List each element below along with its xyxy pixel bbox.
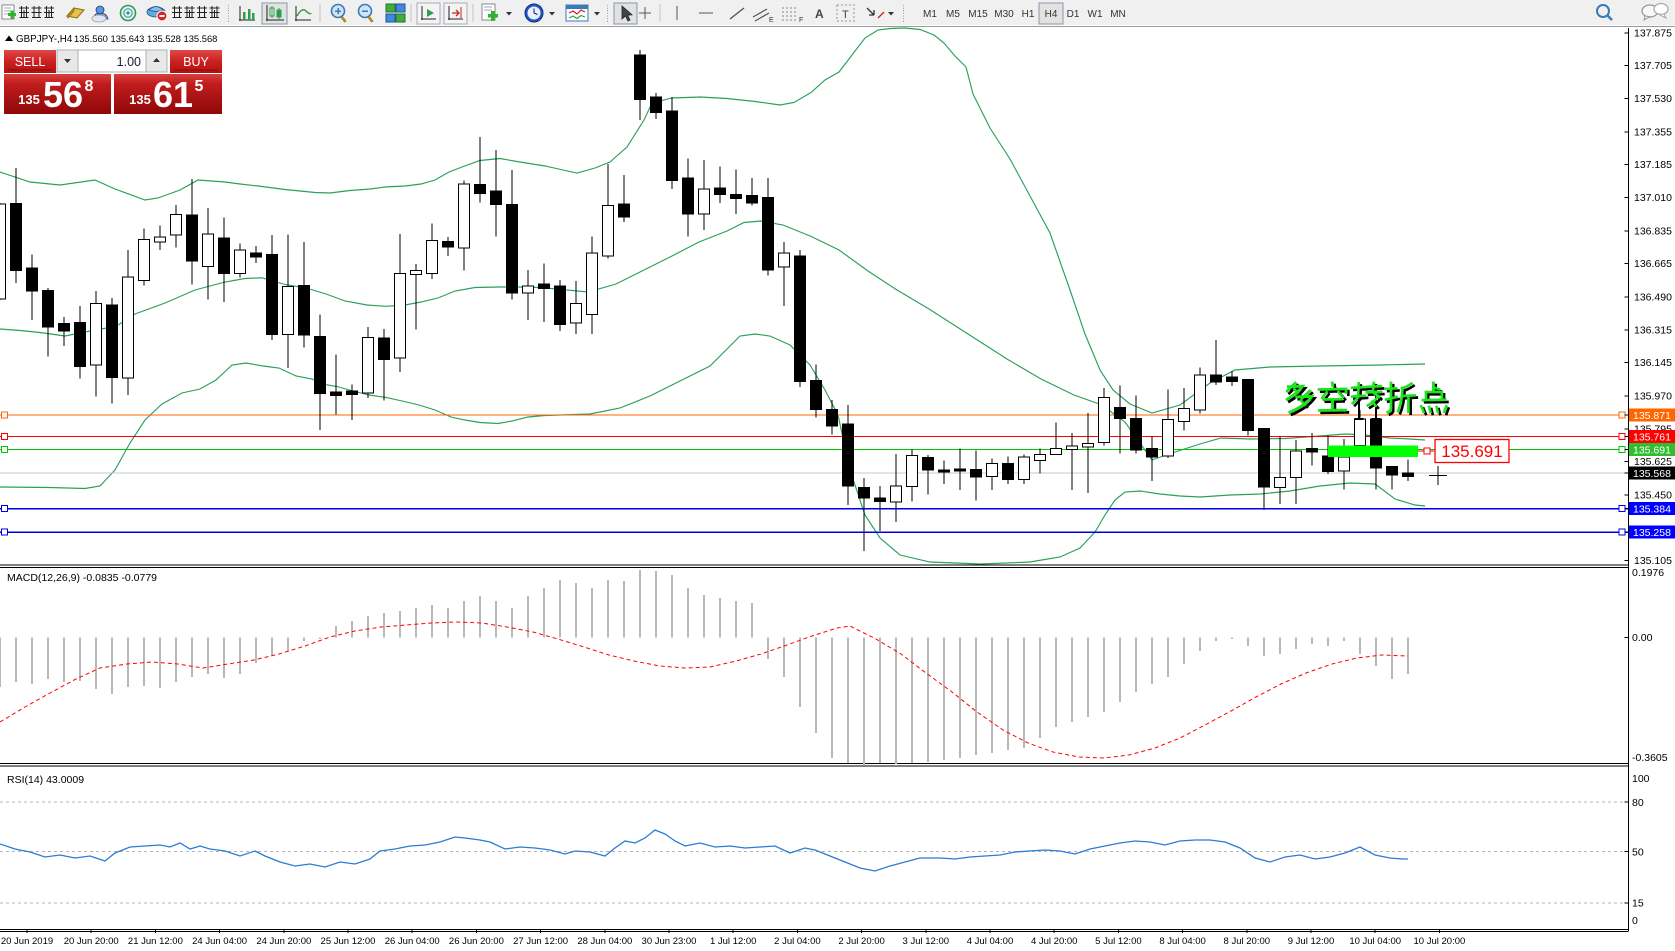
svg-text:MN: MN — [1110, 9, 1126, 20]
svg-text:24 Jun 04:00: 24 Jun 04:00 — [192, 936, 247, 947]
svg-text:135.970: 135.970 — [1634, 390, 1672, 402]
svg-text:4 Jul 04:00: 4 Jul 04:00 — [967, 936, 1013, 947]
svg-text:135.560 135.643 135.528 135.56: 135.560 135.643 135.528 135.568 — [74, 33, 217, 44]
svg-text:MACD(12,26,9) -0.0835 -0.0779: MACD(12,26,9) -0.0835 -0.0779 — [7, 572, 157, 584]
svg-text:20 Jun 20:00: 20 Jun 20:00 — [64, 936, 119, 947]
svg-text:15: 15 — [1632, 898, 1644, 910]
svg-text:3 Jul 12:00: 3 Jul 12:00 — [903, 936, 949, 947]
svg-text:H4: H4 — [1045, 9, 1058, 20]
svg-text:D1: D1 — [1067, 9, 1080, 20]
svg-text:5: 5 — [195, 78, 204, 95]
svg-text:0.1976: 0.1976 — [1632, 567, 1664, 579]
svg-text:136.315: 136.315 — [1634, 325, 1672, 337]
svg-text:80: 80 — [1632, 797, 1644, 809]
svg-text:24 Jun 20:00: 24 Jun 20:00 — [256, 936, 311, 947]
svg-text:M15: M15 — [968, 9, 988, 20]
svg-text:135.450: 135.450 — [1634, 489, 1672, 501]
svg-text:28 Jun 04:00: 28 Jun 04:00 — [577, 936, 632, 947]
svg-text:136.835: 136.835 — [1634, 226, 1672, 238]
svg-text:135: 135 — [129, 92, 151, 107]
svg-text:100: 100 — [1632, 773, 1650, 785]
svg-text:135.105: 135.105 — [1634, 555, 1672, 567]
svg-text:135.384: 135.384 — [1633, 504, 1671, 516]
svg-text:135.871: 135.871 — [1633, 410, 1671, 422]
svg-text:2 Jul 20:00: 2 Jul 20:00 — [838, 936, 884, 947]
svg-text:W1: W1 — [1088, 9, 1103, 20]
svg-text:8 Jul 20:00: 8 Jul 20:00 — [1224, 936, 1270, 947]
svg-text:20 Jun 2019: 20 Jun 2019 — [1, 936, 53, 947]
svg-text:137.185: 137.185 — [1634, 159, 1672, 171]
svg-text:SELL: SELL — [15, 55, 46, 69]
svg-text:2 Jul 04:00: 2 Jul 04:00 — [774, 936, 820, 947]
svg-text:137.705: 137.705 — [1634, 60, 1672, 72]
svg-text:135.761: 135.761 — [1633, 432, 1671, 444]
svg-text:1.00: 1.00 — [117, 55, 141, 69]
svg-text:136.145: 136.145 — [1634, 357, 1672, 369]
svg-text:137.875: 137.875 — [1634, 27, 1672, 39]
svg-text:10 Jul 20:00: 10 Jul 20:00 — [1414, 936, 1466, 947]
svg-text:0: 0 — [1632, 915, 1638, 927]
svg-text:F: F — [799, 17, 803, 24]
svg-text:A: A — [815, 7, 824, 21]
svg-text:27 Jun 12:00: 27 Jun 12:00 — [513, 936, 568, 947]
svg-text:21 Jun 12:00: 21 Jun 12:00 — [128, 936, 183, 947]
svg-text:137.355: 137.355 — [1634, 127, 1672, 139]
svg-text:136.665: 136.665 — [1634, 258, 1672, 270]
svg-text:61: 61 — [153, 74, 193, 115]
svg-text:50: 50 — [1632, 847, 1644, 859]
svg-text:0.00: 0.00 — [1632, 632, 1653, 644]
svg-text:9 Jul 12:00: 9 Jul 12:00 — [1288, 936, 1334, 947]
svg-text:1 Jul 12:00: 1 Jul 12:00 — [710, 936, 756, 947]
svg-text:135: 135 — [18, 92, 40, 107]
svg-text:M5: M5 — [946, 9, 960, 20]
svg-text:H1: H1 — [1022, 9, 1035, 20]
svg-text:10 Jul 04:00: 10 Jul 04:00 — [1349, 936, 1401, 947]
svg-text:26 Jun 20:00: 26 Jun 20:00 — [449, 936, 504, 947]
svg-text:4 Jul 20:00: 4 Jul 20:00 — [1031, 936, 1077, 947]
svg-text:135.691: 135.691 — [1633, 445, 1671, 457]
svg-text:BUY: BUY — [183, 55, 209, 69]
svg-text:137.010: 137.010 — [1634, 192, 1672, 204]
svg-text:E: E — [769, 17, 774, 24]
svg-text:-0.3605: -0.3605 — [1632, 752, 1668, 764]
svg-text:T: T — [842, 9, 849, 21]
svg-text:135.568: 135.568 — [1633, 468, 1671, 480]
svg-text:M30: M30 — [994, 9, 1014, 20]
svg-text:135.625: 135.625 — [1634, 456, 1672, 468]
svg-text:M1: M1 — [923, 9, 937, 20]
svg-text:8 Jul 04:00: 8 Jul 04:00 — [1159, 936, 1205, 947]
svg-text:8: 8 — [85, 78, 94, 95]
svg-text:56: 56 — [43, 74, 83, 115]
svg-text:26 Jun 04:00: 26 Jun 04:00 — [385, 936, 440, 947]
svg-text:25 Jun 12:00: 25 Jun 12:00 — [321, 936, 376, 947]
svg-text:5 Jul 12:00: 5 Jul 12:00 — [1095, 936, 1141, 947]
svg-text:RSI(14) 43.0009: RSI(14) 43.0009 — [7, 774, 84, 786]
svg-text:137.530: 137.530 — [1634, 93, 1672, 105]
svg-text:136.490: 136.490 — [1634, 291, 1672, 303]
svg-text:30 Jun 23:00: 30 Jun 23:00 — [642, 936, 697, 947]
svg-text:GBPJPY-,H4: GBPJPY-,H4 — [16, 34, 73, 45]
svg-text:135.691: 135.691 — [1441, 442, 1502, 461]
svg-text:135.258: 135.258 — [1633, 527, 1671, 539]
